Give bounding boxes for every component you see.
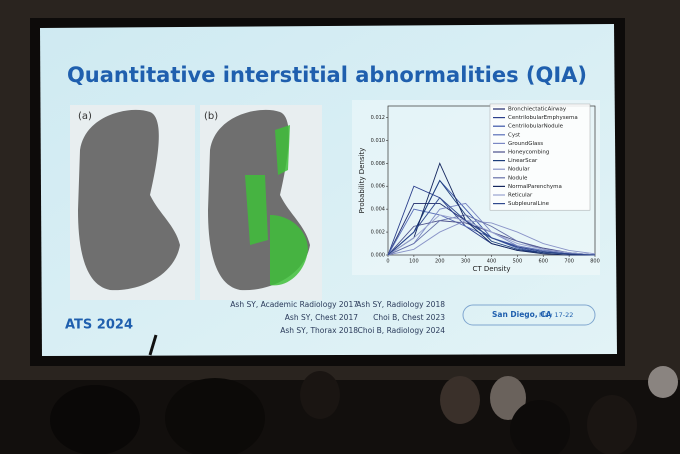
legend-label: NormalParenchyma (508, 184, 562, 190)
audience-head (440, 376, 480, 424)
reference: Choi B, Radiology 2024 (358, 326, 446, 335)
density-curve (387, 197, 596, 256)
audience-head (587, 395, 637, 454)
audience-head (490, 376, 526, 420)
audience-head (648, 366, 678, 398)
abnormality-overlay (245, 125, 308, 286)
x-tick-label: 200 (435, 259, 445, 265)
x-tick-label: 600 (538, 259, 548, 265)
y-tick-label: 0.000 (371, 253, 385, 259)
x-tick-label: 100 (409, 259, 419, 265)
dates: May 17-22 (539, 311, 573, 319)
legend-label: CentrilobularNodule (508, 124, 564, 130)
x-tick-label: 800 (590, 259, 600, 265)
density-curve (387, 220, 596, 256)
legend-label: Cyst (508, 132, 521, 138)
legend-label: GroundGlass (508, 141, 543, 147)
y-axis-label: Probability Density (358, 148, 366, 214)
reference: Ash SY, Academic Radiology 2017 (230, 300, 358, 309)
legend-label: CentrilobularEmphysema (508, 115, 578, 121)
logo: ATS 2024 (65, 318, 133, 333)
y-tick-label: 0.010 (371, 138, 385, 144)
slide-title: Quantitative interstitial abnormalities … (67, 63, 587, 87)
y-tick-label: 0.006 (371, 184, 385, 190)
reference: Ash SY, Chest 2017 (285, 313, 358, 322)
x-axis-label: CT Density (472, 265, 510, 273)
legend-box (489, 103, 591, 211)
legend-label: BronchiectaticAirway (508, 107, 567, 113)
reference: Ash SY, Thorax 2018 (280, 326, 358, 335)
y-tick-label: 0.008 (371, 161, 385, 167)
y-tick-label: 0.004 (371, 207, 385, 213)
x-tick-label: 700 (564, 259, 574, 265)
audience-head (50, 385, 140, 454)
panel-label: (b) (204, 111, 218, 122)
legend-label: Honeycombing (508, 150, 549, 156)
microphone (148, 334, 158, 356)
panel-label: (a) (78, 111, 92, 122)
audience-head (300, 371, 340, 419)
location-pill (462, 304, 596, 326)
legend-label: SubpleuralLine (508, 201, 550, 207)
y-tick-label: 0.002 (371, 230, 385, 236)
legend-label: Nodule (508, 175, 528, 181)
location: San Diego, CA (492, 310, 552, 319)
density-curve (387, 214, 596, 256)
x-tick-label: 500 (513, 259, 523, 265)
legend-label: Nodular (508, 167, 530, 173)
x-tick-label: 400 (487, 259, 497, 265)
density-chart: 0.000 0.002 0.004 0.006 0.008 0.010 0.012 0 100 2… (352, 100, 600, 275)
legend-label: LinearScar (508, 158, 538, 164)
x-tick-label: 300 (461, 259, 471, 265)
reference: Choi B, Chest 2023 (373, 313, 445, 322)
lung-a (78, 109, 180, 291)
audience-head (165, 378, 265, 454)
y-tick-label: 0.012 (371, 115, 385, 121)
density-curve (387, 162, 595, 256)
legend-label: Reticular (508, 193, 533, 199)
reference: Ash SY, Radiology 2018 (356, 300, 445, 309)
audience-head (510, 400, 570, 454)
x-tick-label: 0 (386, 259, 389, 265)
